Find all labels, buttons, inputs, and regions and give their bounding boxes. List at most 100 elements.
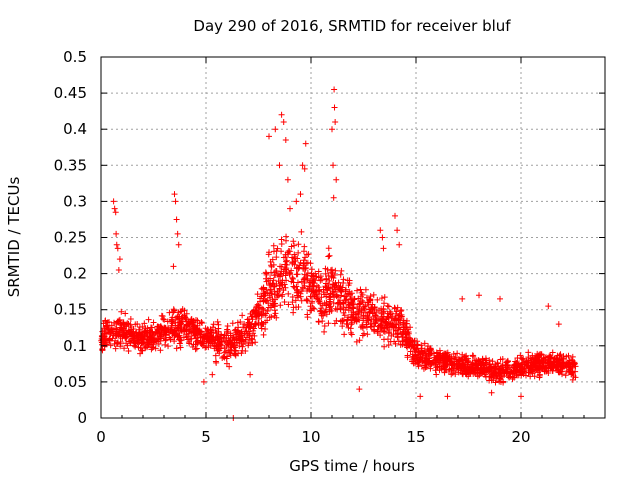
data-point: [506, 364, 513, 371]
data-point: [326, 294, 333, 301]
data-point: [117, 320, 124, 327]
data-point: [221, 338, 228, 345]
data-point: [246, 324, 253, 331]
data-point: [182, 314, 189, 321]
data-point: [161, 324, 168, 331]
data-point: [495, 369, 502, 376]
data-point: [340, 309, 347, 316]
data-point: [297, 290, 304, 297]
data-point: [214, 318, 221, 325]
data-point: [257, 309, 264, 316]
y-tick-label: 0.35: [54, 156, 87, 174]
axis-tick-labels: 0 5 10 15 20 0 0.05 0.1 0.15 0.2 0.25 0.3 0.35 0.4 0.4…: [54, 48, 531, 446]
data-point: [219, 355, 226, 362]
data-point: [385, 315, 392, 322]
data-point: [304, 287, 311, 294]
data-point: [205, 336, 212, 343]
data-point: [122, 310, 129, 317]
data-point: [258, 325, 265, 332]
data-point: [310, 283, 317, 290]
data-point: [271, 288, 278, 295]
data-point: [149, 329, 156, 336]
data-point: [311, 305, 318, 312]
data-point: [287, 205, 293, 212]
data-point: [211, 339, 218, 346]
data-point: [393, 317, 400, 324]
data-point: [164, 318, 171, 325]
data-point: [288, 278, 295, 285]
data-point: [293, 198, 300, 205]
data-point: [535, 369, 542, 376]
data-point: [444, 351, 451, 358]
data-point: [326, 277, 333, 284]
data-point: [290, 238, 297, 245]
data-point: [339, 284, 346, 291]
x-tick-label: 10: [301, 428, 320, 446]
data-point: [116, 256, 123, 263]
data-point: [267, 258, 274, 265]
data-point: [230, 342, 237, 349]
data-point: [156, 332, 163, 339]
data-point: [395, 324, 402, 331]
data-point: [380, 245, 387, 252]
data-point: [368, 316, 375, 323]
data-point: [322, 283, 329, 290]
data-point: [379, 309, 386, 316]
data-point: [183, 322, 190, 329]
data-point: [448, 358, 455, 365]
data-point: [514, 364, 521, 371]
data-point: [175, 309, 182, 316]
data-point: [295, 304, 302, 311]
data-point: [301, 276, 308, 283]
data-point: [137, 350, 144, 357]
data-point: [402, 331, 409, 338]
data-point: [423, 361, 430, 368]
data-point: [520, 359, 527, 366]
data-point: [188, 316, 195, 323]
y-tick-label: 0.3: [63, 192, 87, 210]
data-point: [277, 302, 284, 309]
data-point: [294, 287, 301, 294]
data-point: [554, 361, 561, 368]
data-point: [181, 312, 188, 319]
data-point: [202, 344, 209, 351]
data-point: [178, 337, 185, 344]
data-point: [370, 291, 377, 298]
data-point: [320, 286, 327, 293]
data-point: [334, 300, 341, 307]
data-point: [124, 342, 131, 349]
data-point: [542, 364, 549, 371]
data-point: [421, 340, 428, 347]
data-point: [254, 291, 261, 298]
data-point: [483, 373, 490, 380]
data-point: [348, 299, 355, 306]
data-point: [258, 285, 265, 292]
data-point: [336, 285, 343, 292]
data-point: [170, 329, 177, 336]
data-point: [538, 357, 545, 364]
data-point: [273, 254, 280, 261]
data-point: [330, 281, 337, 288]
data-point: [176, 340, 183, 347]
data-point: [332, 305, 339, 312]
data-point: [356, 337, 363, 344]
data-point: [135, 344, 142, 351]
data-point: [161, 316, 168, 323]
data-point: [109, 335, 116, 342]
data-point: [488, 372, 495, 379]
data-point: [193, 338, 200, 345]
data-point: [125, 320, 132, 327]
data-point: [293, 265, 300, 272]
data-point: [209, 324, 216, 331]
data-point: [149, 344, 156, 351]
data-point: [270, 277, 277, 284]
data-point: [122, 335, 129, 342]
data-point: [252, 313, 259, 320]
data-point: [142, 345, 149, 352]
data-point: [388, 332, 395, 339]
data-point: [229, 320, 236, 327]
data-point: [511, 374, 518, 381]
data-point: [415, 363, 422, 370]
y-tick-label: 0.45: [54, 84, 87, 102]
